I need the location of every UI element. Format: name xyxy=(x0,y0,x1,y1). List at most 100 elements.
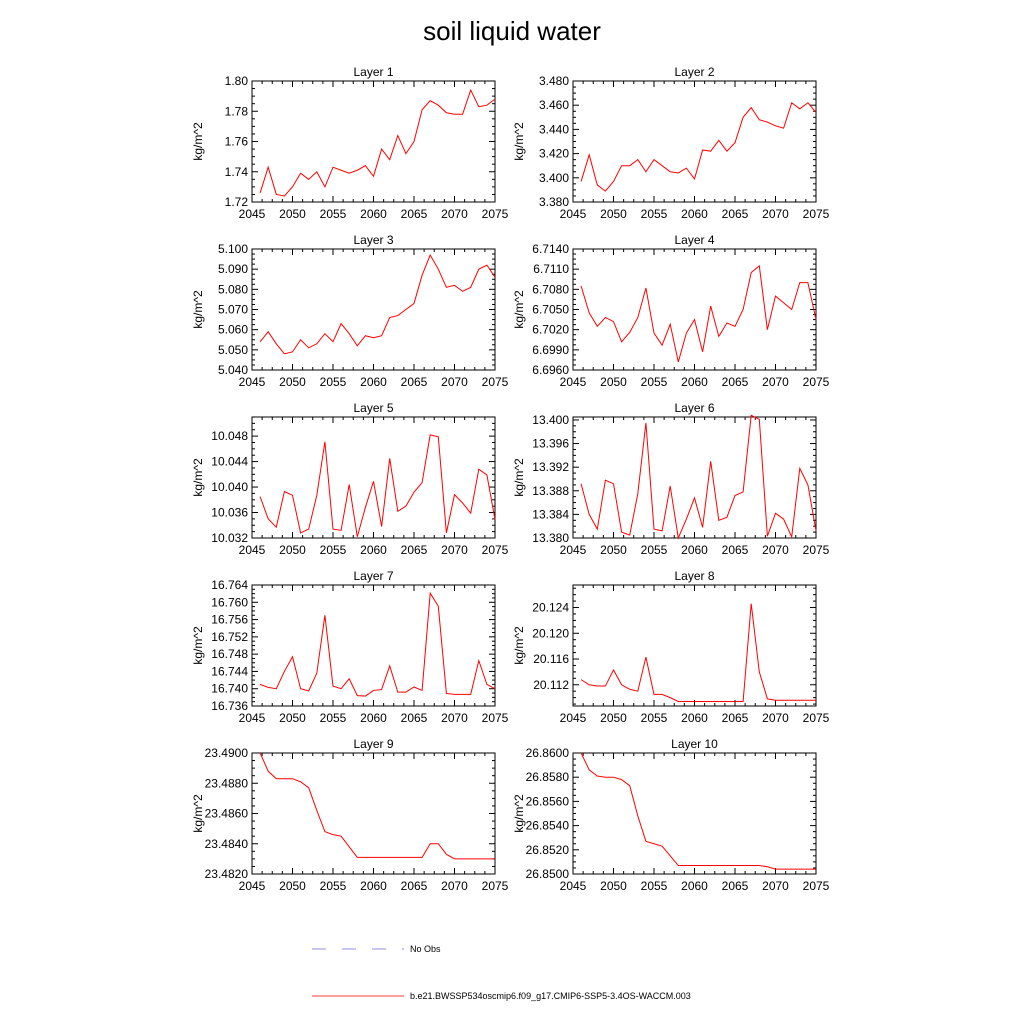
y-tick-label: 3.420 xyxy=(539,147,569,161)
plot-frame xyxy=(251,416,496,539)
legend-label-model: b.e21.BWSSP534oscmip6.f09_g17.CMIP6-SSP5… xyxy=(410,991,691,1001)
x-tick-label: 2065 xyxy=(401,879,428,893)
panel-title: Layer 1 xyxy=(353,65,393,79)
y-tick-label: 3.480 xyxy=(539,74,569,88)
y-tick-label: 26.8600 xyxy=(526,746,570,760)
y-tick-label: 10.032 xyxy=(211,531,248,545)
y-tick-label: 3.380 xyxy=(539,195,569,209)
y-axis-label: kg/m^2 xyxy=(512,290,526,329)
y-tick-label: 6.6960 xyxy=(532,363,569,377)
x-tick-label: 2070 xyxy=(762,711,789,725)
y-tick-label: 13.396 xyxy=(532,437,569,451)
y-tick-label: 13.388 xyxy=(532,484,569,498)
y-axis-label: kg/m^2 xyxy=(191,122,205,161)
y-tick-label: 23.4860 xyxy=(205,807,249,821)
x-tick-label: 2075 xyxy=(482,879,509,893)
y-tick-label: 16.748 xyxy=(211,647,248,661)
x-tick-label: 2045 xyxy=(239,711,266,725)
y-tick-label: 16.760 xyxy=(211,595,248,609)
plot-frame xyxy=(251,80,496,203)
panel-title: Layer 5 xyxy=(353,401,393,415)
x-tick-label: 2070 xyxy=(441,375,468,389)
x-tick-label: 2070 xyxy=(762,207,789,221)
x-tick-label: 2075 xyxy=(803,543,830,557)
y-tick-label: 5.060 xyxy=(218,323,248,337)
y-tick-label: 20.124 xyxy=(532,601,569,615)
y-tick-label: 20.116 xyxy=(533,652,569,666)
y-tick-label: 6.7110 xyxy=(533,262,569,276)
x-tick-label: 2050 xyxy=(279,207,306,221)
series-line xyxy=(580,603,816,702)
x-tick-label: 2065 xyxy=(401,207,428,221)
y-tick-label: 13.400 xyxy=(532,413,569,427)
figure-title: soil liquid water xyxy=(423,16,601,46)
y-tick-label: 5.050 xyxy=(218,343,248,357)
y-tick-label: 5.040 xyxy=(218,363,248,377)
y-tick-label: 26.8580 xyxy=(526,770,570,784)
panel-layer-1: Layer 1 kg/m^2 2045 2050 2055 2060 2065 2070 207… xyxy=(191,65,509,221)
y-tick-label: 23.4820 xyxy=(205,867,249,881)
y-tick-label: 1.78 xyxy=(225,104,249,118)
x-tick-label: 2070 xyxy=(441,711,468,725)
y-tick-label: 16.752 xyxy=(211,630,248,644)
plot-frame xyxy=(572,584,817,707)
x-tick-label: 2050 xyxy=(600,879,627,893)
y-tick-label: 10.048 xyxy=(211,429,248,443)
x-tick-label: 2050 xyxy=(600,543,627,557)
y-tick-label: 6.7050 xyxy=(532,303,569,317)
series-line xyxy=(259,88,496,197)
legend-item-obs: No Obs xyxy=(312,944,441,954)
x-tick-label: 2060 xyxy=(681,375,708,389)
y-tick-label: 23.4900 xyxy=(205,746,249,760)
y-tick-label: 10.036 xyxy=(211,506,248,520)
y-tick-label: 6.7020 xyxy=(532,323,569,337)
panel-layer-4: Layer 4 kg/m^2 2045 2050 2055 2060 2065 2070 207… xyxy=(512,233,830,389)
x-tick-label: 2060 xyxy=(360,711,387,725)
x-tick-label: 2075 xyxy=(482,207,509,221)
panel-title: Layer 8 xyxy=(674,569,714,583)
x-tick-label: 2055 xyxy=(641,375,668,389)
x-tick-label: 2055 xyxy=(641,879,668,893)
y-tick-label: 6.7140 xyxy=(532,242,569,256)
x-tick-label: 2060 xyxy=(681,543,708,557)
y-tick-label: 10.040 xyxy=(211,480,248,494)
y-tick-label: 26.8500 xyxy=(526,867,570,881)
series-line xyxy=(259,434,496,537)
x-tick-label: 2070 xyxy=(441,543,468,557)
y-tick-label: 1.76 xyxy=(225,135,249,149)
x-tick-label: 2050 xyxy=(279,879,306,893)
panel-layer-3: Layer 3 kg/m^2 2045 2050 2055 2060 2065 2070 207… xyxy=(191,233,509,389)
y-tick-label: 16.756 xyxy=(211,613,248,627)
y-tick-label: 1.74 xyxy=(225,165,249,179)
x-tick-label: 2065 xyxy=(401,375,428,389)
panel-layer-9: Layer 9 kg/m^2 2045 2050 2055 2060 2065 2070 207… xyxy=(191,737,509,893)
y-axis-label: kg/m^2 xyxy=(191,794,205,833)
x-tick-label: 2070 xyxy=(762,879,789,893)
series-line xyxy=(259,752,495,860)
panel-layer-5: Layer 5 kg/m^2 2045 2050 2055 2060 2065 2070 207… xyxy=(191,401,509,557)
plot-frame xyxy=(251,752,496,875)
y-tick-label: 5.080 xyxy=(218,282,248,296)
x-tick-label: 2070 xyxy=(441,879,468,893)
series-line xyxy=(580,414,817,540)
y-tick-label: 23.4840 xyxy=(205,837,249,851)
x-tick-label: 2050 xyxy=(600,207,627,221)
x-tick-label: 2045 xyxy=(560,543,587,557)
panel-layer-6: Layer 6 kg/m^2 2045 2050 2055 2060 2065 2070 207… xyxy=(512,401,830,557)
y-axis-label: kg/m^2 xyxy=(512,626,526,665)
panel-title: Layer 10 xyxy=(671,737,718,751)
y-tick-label: 13.392 xyxy=(532,460,569,474)
series-line xyxy=(580,752,816,870)
legend: No Obs b.e21.BWSSP534oscmip6.f09_g17.CMI… xyxy=(312,944,691,1001)
y-tick-label: 16.736 xyxy=(211,699,248,713)
x-tick-label: 2045 xyxy=(560,879,587,893)
y-axis-label: kg/m^2 xyxy=(191,290,205,329)
y-tick-label: 5.100 xyxy=(218,242,248,256)
y-tick-label: 5.090 xyxy=(218,262,248,276)
x-tick-label: 2065 xyxy=(722,711,749,725)
x-tick-label: 2075 xyxy=(803,879,830,893)
y-tick-label: 6.6990 xyxy=(532,343,569,357)
y-tick-label: 10.044 xyxy=(211,455,248,469)
x-tick-label: 2050 xyxy=(279,375,306,389)
